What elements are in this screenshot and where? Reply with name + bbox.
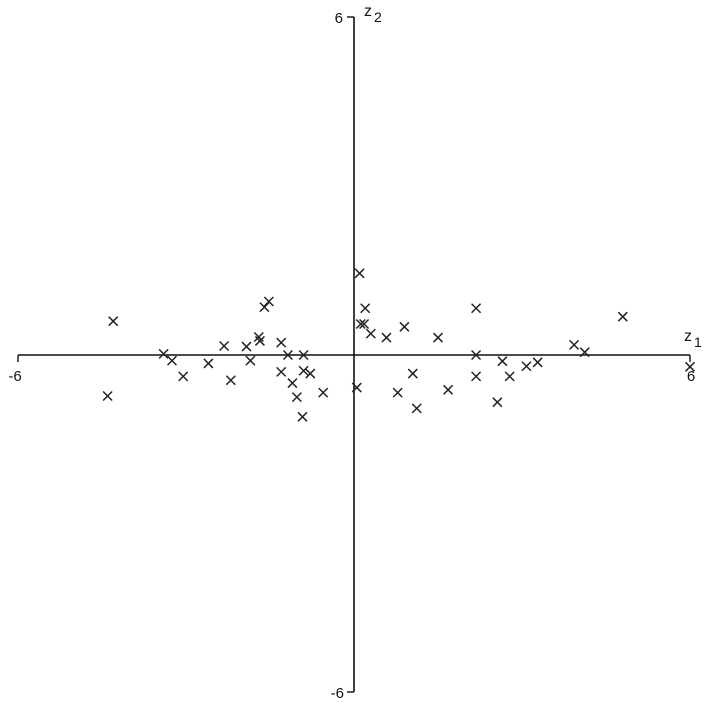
data-point xyxy=(471,349,482,361)
data-point xyxy=(504,371,515,382)
data-point xyxy=(365,328,376,339)
data-point xyxy=(282,349,293,361)
data-point xyxy=(298,365,309,376)
data-point xyxy=(203,358,214,369)
data-point xyxy=(245,355,256,366)
data-point xyxy=(569,339,580,350)
x-axis-label-name: z xyxy=(684,328,692,345)
y-axis-label-subscript: 2 xyxy=(374,9,382,25)
data-point xyxy=(259,302,270,313)
data-point xyxy=(360,303,371,314)
data-point xyxy=(411,403,422,414)
data-point xyxy=(102,390,113,402)
y-axis-label-name: z xyxy=(364,3,372,20)
data-point xyxy=(108,316,119,327)
data-point xyxy=(297,411,308,422)
y-tick-label-min: -6 xyxy=(331,685,344,702)
data-point xyxy=(225,375,236,386)
data-point xyxy=(617,311,628,322)
data-point xyxy=(354,268,365,279)
x-tick-label-min: -6 xyxy=(8,368,21,385)
data-point xyxy=(381,332,392,343)
data-point xyxy=(166,355,178,366)
x-axis-label-subscript: 1 xyxy=(694,334,702,350)
data-point xyxy=(298,349,309,361)
data-point xyxy=(443,384,454,395)
data-point xyxy=(521,361,532,372)
data-point xyxy=(471,371,482,382)
data-point xyxy=(178,371,189,382)
data-point xyxy=(287,378,298,389)
data-point xyxy=(684,361,696,372)
data-point xyxy=(241,341,252,352)
data-point xyxy=(497,356,508,367)
data-point xyxy=(492,397,503,408)
y-tick-label-max: 6 xyxy=(335,10,343,27)
data-point xyxy=(305,368,316,379)
data-points xyxy=(102,268,696,422)
data-point xyxy=(392,387,403,398)
data-point xyxy=(432,332,444,343)
data-point xyxy=(471,303,482,314)
data-point xyxy=(359,318,370,330)
data-point xyxy=(318,387,329,398)
data-point xyxy=(351,382,362,393)
data-point xyxy=(355,318,366,330)
data-point xyxy=(254,335,265,346)
x-tick-label-max: 6 xyxy=(687,368,695,385)
data-point xyxy=(579,347,590,358)
data-point xyxy=(399,321,410,332)
data-point xyxy=(276,366,287,377)
data-point xyxy=(158,348,169,359)
data-point xyxy=(407,368,418,379)
data-point xyxy=(291,392,302,403)
data-point xyxy=(276,337,287,348)
data-point xyxy=(219,340,230,352)
data-point xyxy=(263,296,274,307)
data-point xyxy=(532,357,543,368)
